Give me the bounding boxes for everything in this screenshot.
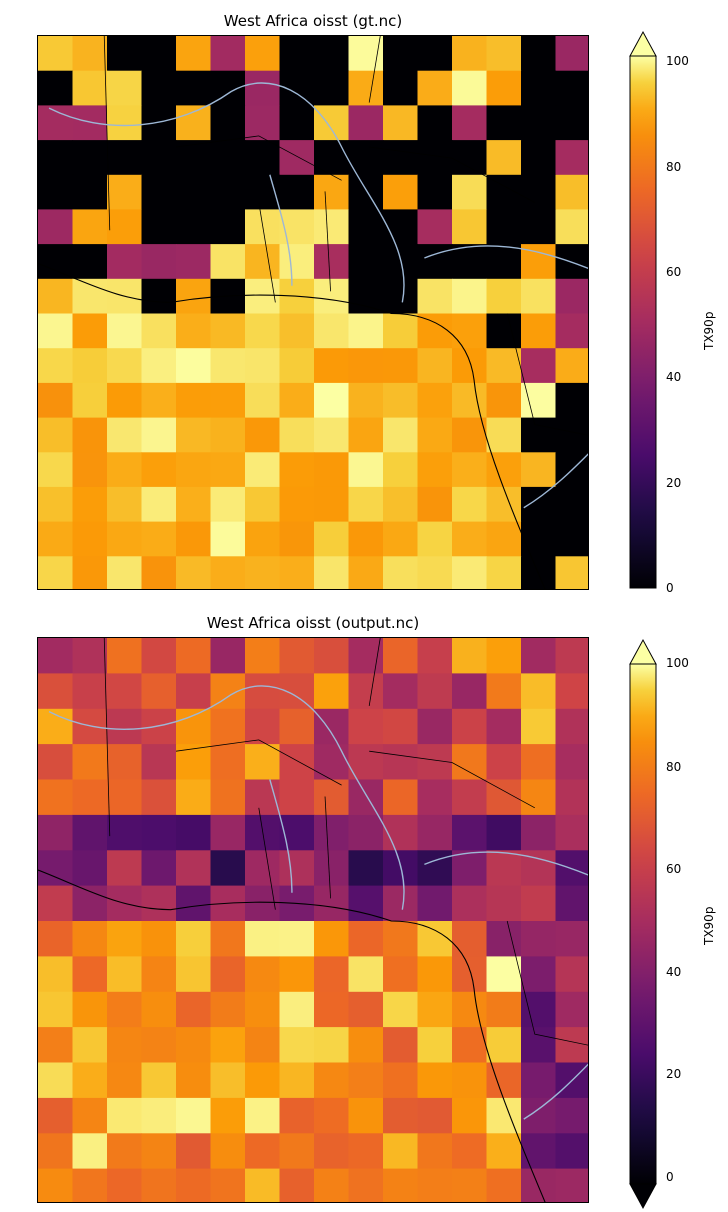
cbar-tick: 40 bbox=[666, 370, 682, 384]
cbar-tick: 80 bbox=[666, 160, 682, 174]
cbar-label-gt: TX90p bbox=[702, 311, 716, 350]
colorbar-gt bbox=[629, 30, 657, 589]
cbar-tick: 20 bbox=[666, 476, 682, 490]
map-area-output bbox=[37, 637, 589, 1203]
cbar-tick: 0 bbox=[666, 581, 674, 595]
colorbar-output bbox=[629, 638, 657, 1210]
cbar-tick: 100 bbox=[666, 54, 689, 68]
map-title-output: West Africa oisst (output.nc) bbox=[206, 614, 420, 632]
cbar-tick: 20 bbox=[666, 1067, 682, 1081]
heatmap-cells bbox=[38, 638, 588, 1202]
cbar-label-output: TX90p bbox=[702, 906, 716, 945]
cbar-tick: 60 bbox=[666, 265, 682, 279]
heatmap-cells bbox=[38, 36, 588, 589]
cbar-tick: 0 bbox=[666, 1170, 674, 1184]
map-area-gt bbox=[37, 35, 589, 590]
map-title-gt: West Africa oisst (gt.nc) bbox=[223, 12, 403, 30]
cbar-tick: 40 bbox=[666, 965, 682, 979]
cbar-tick: 60 bbox=[666, 862, 682, 876]
cbar-tick: 80 bbox=[666, 760, 682, 774]
heatmap-output bbox=[38, 638, 588, 1202]
map-panel-gt: West Africa oisst (gt.nc) 100 80 60 40 2… bbox=[0, 0, 728, 600]
cbar-tick: 100 bbox=[666, 656, 689, 670]
map-panel-output: West Africa oisst (output.nc) 100 80 60 … bbox=[0, 600, 728, 1212]
heatmap-gt bbox=[38, 36, 588, 589]
